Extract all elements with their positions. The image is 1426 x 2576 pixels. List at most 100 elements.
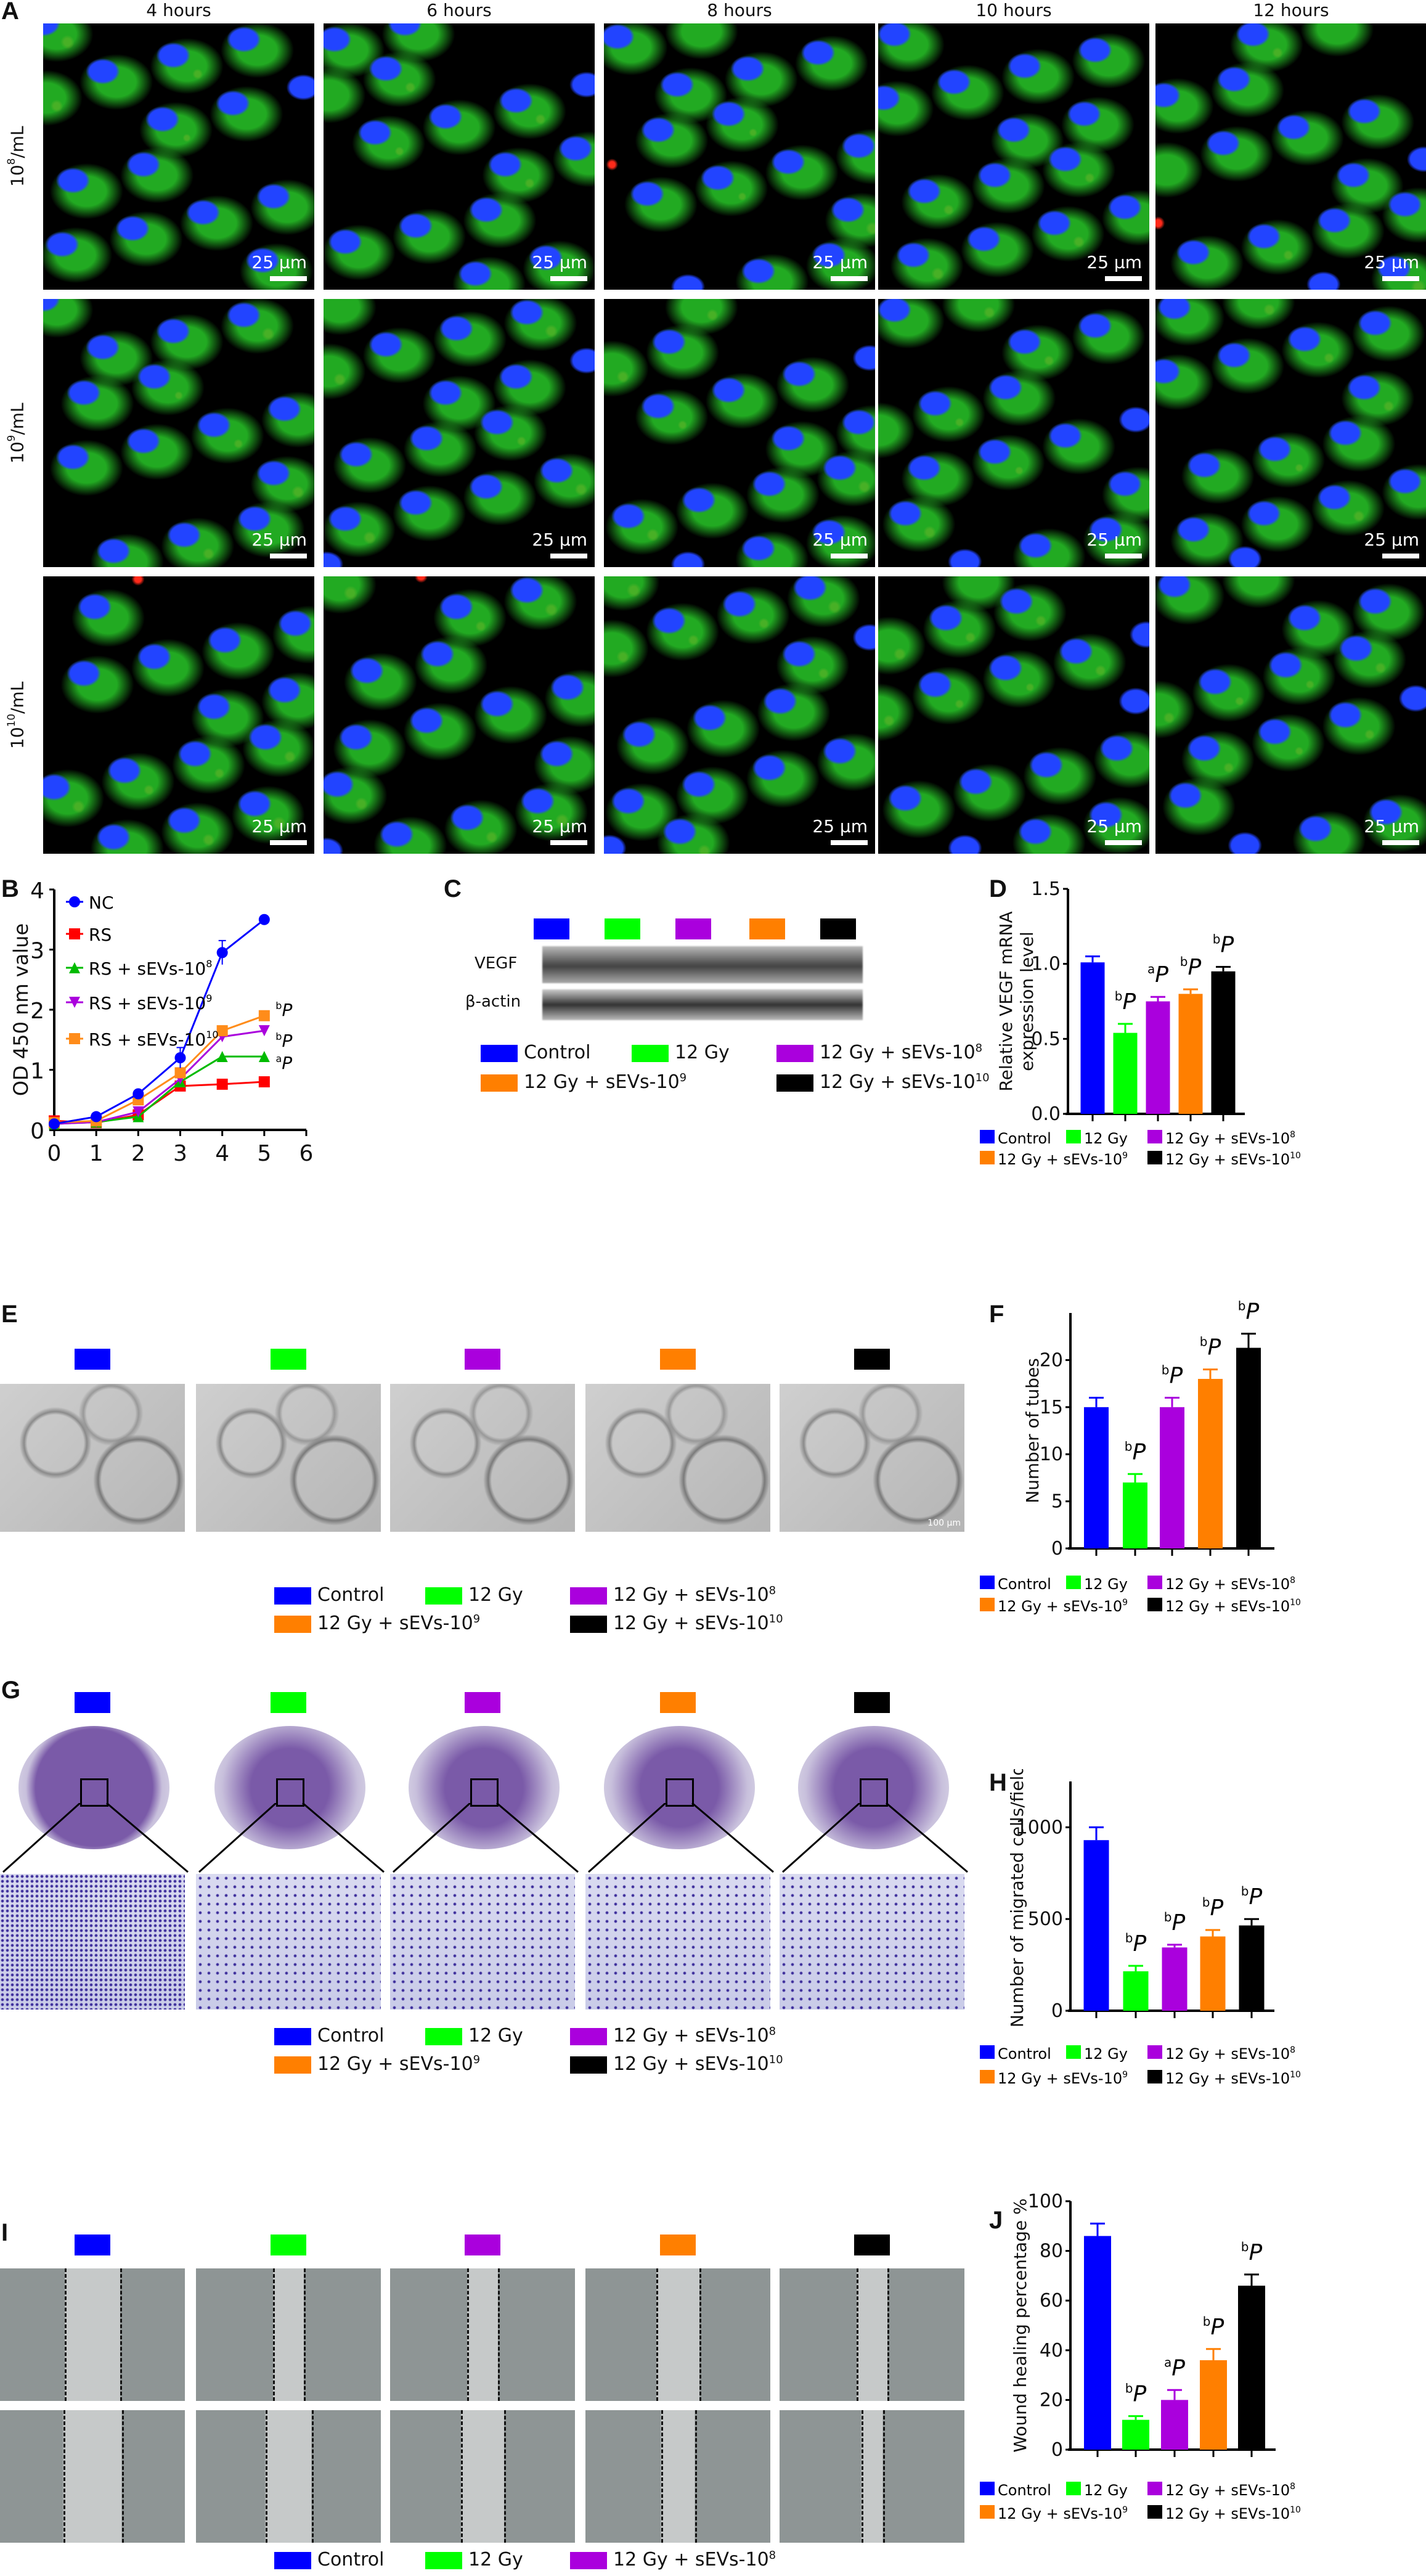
bar (1239, 1925, 1265, 2011)
data-point (216, 1051, 228, 1063)
bar (1113, 1032, 1138, 1114)
data-point (258, 1051, 270, 1063)
scale-bar: 25 μm (1086, 530, 1142, 558)
row-label-exponent: 10 (5, 713, 17, 727)
cells-pattern (1155, 23, 1426, 290)
legend-swatch (1147, 1576, 1162, 1589)
legend-text: RS + sEVs-10 (89, 1029, 206, 1050)
cells-pattern (43, 576, 314, 854)
row-label-base: 10 (7, 165, 28, 187)
legend-swatch (274, 2551, 311, 2569)
scale-bar-label: 25 μm (532, 252, 587, 272)
annotation-superscript: b (275, 1000, 282, 1012)
wound-edge-line (498, 2268, 500, 2401)
legend-exponent: 10 (1290, 1598, 1301, 1608)
legend-text: 12 Gy + sEVs-10 (998, 1598, 1122, 1615)
legend-text: 12 Gy (1084, 1576, 1128, 1593)
legend-text: Control (998, 2045, 1051, 2063)
scale-bar-label: 25 μm (1086, 816, 1142, 836)
legend-label: 12 Gy + sEVs-109 (998, 2070, 1128, 2087)
legend-exponent: 9 (1122, 2070, 1128, 2080)
legend-swatch (425, 2551, 462, 2569)
legend-exponent: 8 (768, 2025, 776, 2038)
transwell-dish-image (604, 1726, 755, 1849)
legend-swatch (1147, 2070, 1162, 2083)
zoom-region-box (80, 1778, 108, 1807)
legend-text: 12 Gy (1084, 2482, 1128, 2499)
series-line (49, 914, 270, 1130)
cells-pattern (324, 23, 595, 290)
fluorescence-image: 25 μm (324, 23, 595, 290)
wound-edge-line (65, 2268, 67, 2401)
annotation-superscript: a (1147, 962, 1155, 976)
significance-annotation: bP (1164, 1910, 1186, 1936)
group-color-key (820, 918, 856, 939)
column-header: 4 hours (146, 0, 211, 20)
annotation-p: P (1249, 2240, 1262, 2265)
bar (1236, 1347, 1261, 1548)
annotation-superscript: a (1164, 2355, 1171, 2370)
legend-item: 12 Gy (632, 1042, 730, 1063)
row-label-exponent: 9 (5, 435, 17, 442)
zoom-lines (781, 1803, 968, 1873)
legend-text: 12 Gy (1084, 1130, 1128, 1147)
y-tick-label: 0 (1051, 2439, 1063, 2461)
group-color-key (854, 1349, 890, 1370)
row-label-unit: /mL (7, 681, 28, 714)
y-tick-label: 80 (1040, 2241, 1063, 2262)
tube-formation-image: 100 μm (780, 1384, 964, 1532)
annotation-p: P (1155, 962, 1168, 987)
legend-item: 12 Gy + sEVs-109 (274, 2575, 480, 2576)
scale-bar-line (831, 276, 868, 281)
wound-scratch-image (390, 2268, 575, 2401)
legend-label: Control (317, 2549, 385, 2570)
bar (1238, 2286, 1265, 2450)
panel-f-label: F (989, 1301, 1004, 1328)
migrated-cells-image (390, 1874, 575, 2010)
annotation-superscript: b (1125, 1439, 1133, 1454)
annotation-superscript: a (275, 1053, 282, 1065)
legend-text: 12 Gy + sEVs-10 (998, 1151, 1122, 1168)
data-point (174, 1067, 186, 1079)
group-color-key (660, 1692, 696, 1713)
row-label-unit: /mL (7, 403, 28, 435)
significance-annotation: bP (1125, 2381, 1147, 2407)
group-color-key (605, 918, 640, 939)
series-line (49, 1051, 270, 1130)
x-tick-label: 3 (173, 1141, 187, 1166)
legend-swatch (980, 2070, 995, 2083)
legend-swatch (980, 1598, 995, 1611)
legend-text: 12 Gy (1084, 2045, 1128, 2063)
legend-swatch (425, 1587, 462, 1605)
series-line (49, 1010, 270, 1129)
legend-label: 12 Gy + sEVs-10 (613, 2549, 769, 2570)
legend-label: 12 Gy (468, 1584, 523, 1606)
cells-pattern (878, 23, 1149, 290)
panel-j-label: J (989, 2207, 1003, 2234)
wound-edge-line (121, 2410, 124, 2543)
series-path (54, 1029, 265, 1125)
y-tick-label: 0 (1051, 1538, 1063, 1560)
data-point (258, 1010, 270, 1021)
legend-exponent: 8 (1290, 2045, 1295, 2055)
y-tick-label: 100 (1028, 2191, 1063, 2212)
legend-exponent: 10 (768, 2053, 783, 2066)
bar (1146, 1001, 1170, 1114)
y-tick-label: 0.0 (1031, 1103, 1061, 1125)
scale-bar: 25 μm (532, 252, 587, 281)
cells-pattern (1155, 576, 1426, 854)
column-header: 8 hours (707, 0, 772, 20)
legend-swatch (1147, 1598, 1162, 1611)
legend-label: Control (998, 2045, 1051, 2063)
significance-annotation: bP (1213, 932, 1234, 958)
band-label-vegf: VEGF (475, 954, 518, 973)
y-tick-label: 1000 (1016, 1817, 1063, 1838)
panel-e-label: E (1, 1301, 18, 1328)
annotation-superscript: b (1115, 989, 1123, 1004)
fluorescence-image: 25 μm (43, 299, 314, 567)
legend-item: Control (274, 1584, 384, 1606)
scale-bar: 25 μm (812, 816, 868, 845)
legend-item: 12 Gy + sEVs-109 (481, 1071, 687, 1093)
